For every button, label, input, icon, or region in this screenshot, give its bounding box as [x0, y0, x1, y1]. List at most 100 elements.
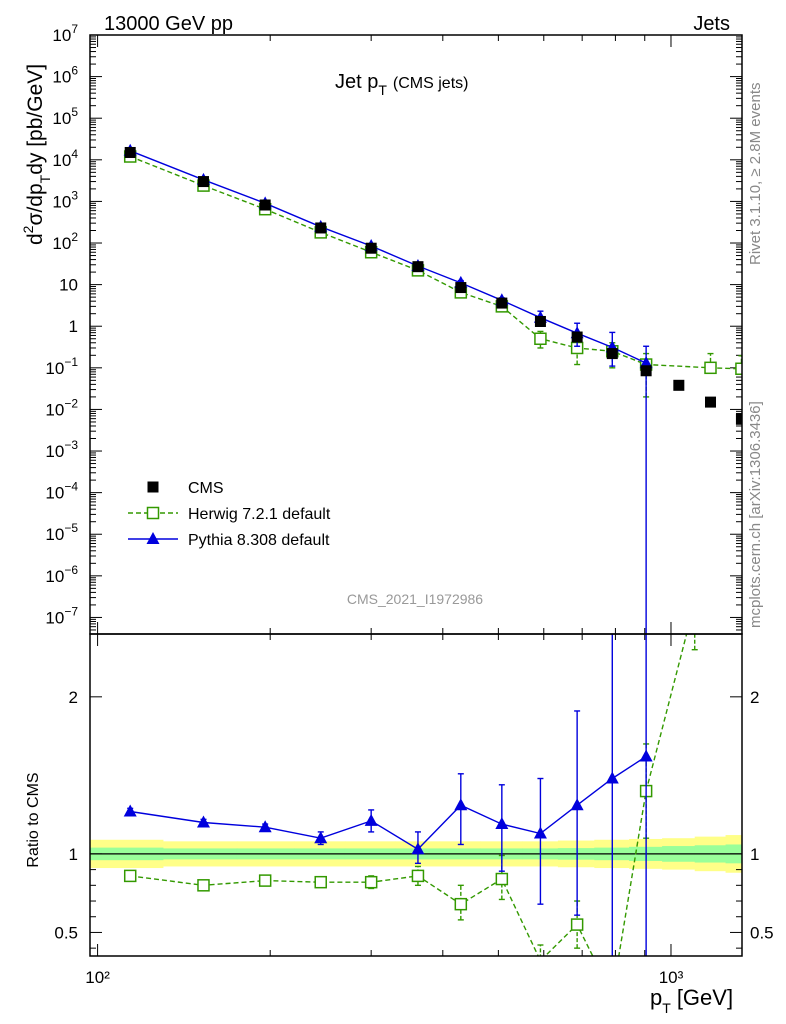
- xlabel-p: p: [650, 985, 662, 1010]
- main-y-tick-label: 10−4: [45, 480, 78, 503]
- ratio-pythia-point: [196, 815, 210, 828]
- main-y-tick-label: 107: [52, 22, 78, 45]
- ratio-axes: 10² 10³ 0.5 0.5 1 1 2 2: [54, 634, 774, 987]
- ratio-y-tick-label-right: 1: [750, 845, 759, 864]
- main-y-tick-label: 1: [69, 317, 78, 336]
- cms-point: [705, 396, 717, 408]
- uncertainty-bands: [90, 833, 786, 874]
- legend-marker: [147, 481, 159, 493]
- x-tick-label: 10²: [85, 968, 110, 987]
- cms-point: [735, 413, 742, 425]
- cms-point: [571, 331, 583, 343]
- ratio-herwig-point: [411, 869, 425, 883]
- ratio-y-tick-label: 2: [69, 688, 78, 707]
- herwig-point: [704, 361, 717, 375]
- ratio-y-tick-label-right: 2: [750, 688, 759, 707]
- band-outer: [757, 833, 786, 874]
- main-y-tick-label: 10−5: [45, 521, 78, 544]
- legend: CMS Herwig 7.2.1 default Pythia 8.308 defa…: [128, 480, 331, 549]
- header-right: Jets: [693, 13, 730, 35]
- legend-label: Herwig 7.2.1 default: [188, 506, 331, 523]
- main-y-tick-label: 10−2: [45, 396, 78, 419]
- legend-marker: [146, 506, 160, 520]
- ratio-pythia-point: [533, 826, 547, 839]
- cms-point: [455, 282, 467, 294]
- ratio-y-tick-label-right: 0.5: [750, 923, 774, 942]
- main-y-tick-label: 10: [59, 276, 78, 295]
- main-y-tick-label: 104: [52, 147, 78, 170]
- ratio-herwig-point: [123, 869, 137, 883]
- cms-point: [259, 199, 271, 211]
- cms-point: [606, 348, 618, 360]
- watermark: CMS_2021_I1972986: [347, 591, 483, 607]
- main-y-tick-label: 10−7: [45, 604, 78, 627]
- herwig-line: [129, 155, 742, 370]
- ratio-data: [123, 634, 698, 956]
- main-axes: 10−7 10−6 10−5 10−4 10−3 10−2 10−1 1 10 102 103 104…: [45, 22, 742, 635]
- ratio-herwig-point: [197, 879, 210, 892]
- ratio-pythia-point: [314, 831, 328, 844]
- cms-point: [124, 146, 136, 158]
- ratio-xlabel: pT [GeV]: [650, 985, 733, 1016]
- ratio-herwig-point: [258, 874, 272, 887]
- ratio-pythia-point: [123, 804, 137, 817]
- ratio-herwig-point: [314, 875, 327, 889]
- ylabel-subT: T: [37, 174, 53, 183]
- ratio-herwig-line: [130, 634, 688, 956]
- main-y-tick-label: 10−6: [45, 563, 78, 586]
- ratio-pythia-point: [605, 771, 619, 784]
- cms-point: [365, 242, 377, 254]
- cms-point: [534, 315, 546, 327]
- cms-point: [412, 261, 424, 273]
- ratio-frame: [89, 633, 743, 957]
- herwig-point: [534, 332, 547, 345]
- ratio-herwig-point: [364, 875, 378, 889]
- ratio-pythia-point: [454, 798, 468, 811]
- xlabel-unit: [GeV]: [677, 985, 733, 1010]
- cms-point: [197, 176, 209, 188]
- ratio-y-tick-label: 0.5: [54, 923, 78, 942]
- band-inner: [757, 843, 786, 865]
- side-label-top: Rivet 3.1.10, ≥ 2.8M events: [747, 83, 764, 266]
- legend-label: CMS: [188, 480, 224, 497]
- ratio-pythia-line: [130, 755, 647, 851]
- main-data: [123, 143, 777, 634]
- main-y-tick-label: 106: [52, 64, 78, 87]
- main-ylabel: d2σ/dpTdy [pb/GeV]: [20, 64, 53, 245]
- main-title-suffix: (CMS jets): [393, 75, 469, 92]
- ylabel-sigma: σ/dp: [24, 183, 47, 225]
- ratio-herwig-point: [495, 872, 509, 886]
- cms-point: [496, 297, 508, 309]
- ratio-pythia-point: [364, 813, 378, 826]
- main-title-sub: T: [378, 82, 387, 98]
- cms-point: [766, 431, 777, 442]
- cms-point: [673, 379, 685, 391]
- header-left: 13000 GeV pp: [104, 13, 233, 35]
- ratio-ylabel: Ratio to CMS: [25, 772, 42, 867]
- main-y-tick-label: 103: [52, 188, 78, 211]
- ratio-pythia-point: [639, 749, 653, 762]
- ratio-pythia-point: [570, 798, 584, 811]
- cms-point: [640, 365, 652, 377]
- ratio-herwig-point: [454, 897, 468, 911]
- legend-label: Pythia 8.308 default: [188, 532, 330, 549]
- main-y-tick-label: 10−3: [45, 438, 78, 461]
- main-y-tick-label: 102: [52, 230, 78, 253]
- ylabel-sup2: 2: [20, 225, 36, 233]
- ratio-pythia-point: [258, 820, 272, 833]
- pythia-line: [129, 150, 647, 364]
- ratio-pythia-point: [411, 842, 425, 855]
- main-title-text: Jet p: [335, 71, 378, 93]
- legend-marker: [146, 532, 160, 544]
- side-label-bottom: mcplots.cern.ch [arXiv:1306.3436]: [747, 401, 764, 628]
- pythia-point: [639, 356, 653, 369]
- ratio-pythia-point: [495, 817, 509, 830]
- main-y-tick-label: 105: [52, 105, 78, 128]
- xlabel-sub: T: [662, 1000, 671, 1016]
- ratio-y-tick-label: 1: [69, 845, 78, 864]
- main-title: Jet pT (CMS jets): [335, 71, 468, 98]
- ylabel-rest: dy [pb/GeV]: [24, 64, 47, 175]
- cms-point: [315, 222, 327, 234]
- ratio-herwig-point: [570, 918, 584, 931]
